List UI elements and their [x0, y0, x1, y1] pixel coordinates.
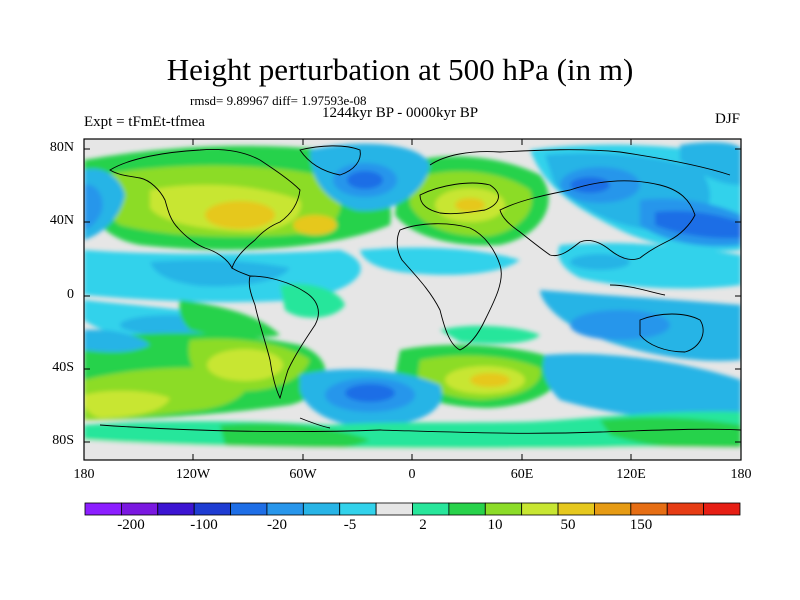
- colorbar-box: [666, 502, 705, 516]
- colorbar-box: [448, 502, 486, 516]
- lon-label: 60W: [289, 467, 317, 482]
- season-label: DJF: [714, 111, 740, 127]
- lat-label: 80S: [52, 433, 74, 448]
- colorbar-box: [375, 502, 413, 516]
- lon-label: 60E: [510, 467, 534, 482]
- colorbar-box: [230, 502, 268, 516]
- colorbar-label: 2: [419, 517, 427, 533]
- colorbar-box: [339, 502, 377, 516]
- colorbar-label: -5: [343, 517, 357, 533]
- colorbar: [84, 502, 741, 516]
- colorbar-label: 50: [560, 517, 576, 533]
- chart-title: Height perturbation at 500 hPa (in m): [166, 52, 634, 87]
- colorbar-label: -20: [267, 517, 287, 533]
- lat-label: 0: [67, 287, 74, 302]
- colorbar-box: [594, 502, 632, 516]
- colorbar-box: [84, 502, 122, 516]
- colorbar-label: -200: [117, 517, 145, 533]
- lon-label: 180: [73, 467, 95, 482]
- stats-label: rmsd= 9.89967 diff= 1.97593e-08: [190, 93, 367, 108]
- coastlines: [99, 145, 741, 434]
- lat-label: 40N: [49, 213, 74, 228]
- colorbar-box: [557, 502, 595, 516]
- colorbar-box: [484, 502, 523, 516]
- colorbar-box: [120, 502, 159, 516]
- height-field: [84, 139, 741, 460]
- colorbar-label: -100: [190, 517, 218, 533]
- lat-label: 80N: [49, 140, 74, 155]
- lat-ticks: [84, 148, 741, 443]
- lon-label: 180: [730, 467, 752, 482]
- colorbar-box: [193, 502, 231, 516]
- colorbar-box: [266, 502, 304, 516]
- experiment-label: Expt = tFmEt-tfmea: [84, 114, 205, 130]
- colorbar-box: [412, 502, 450, 516]
- colorbar-box: [157, 502, 195, 516]
- colorbar-box: [630, 502, 668, 516]
- lon-label: 0: [408, 467, 416, 482]
- period-label: 1244kyr BP - 0000kyr BP: [322, 105, 479, 121]
- colorbar-label: 150: [629, 517, 653, 533]
- lat-label: 40S: [52, 360, 74, 375]
- colorbar-box: [302, 502, 341, 516]
- lon-ticks: [83, 139, 742, 460]
- colorbar-label: 10: [487, 517, 503, 533]
- colorbar-box: [703, 502, 741, 516]
- colorbar-box: [521, 502, 559, 516]
- lon-label: 120W: [175, 467, 211, 482]
- lon-label: 120E: [616, 467, 646, 482]
